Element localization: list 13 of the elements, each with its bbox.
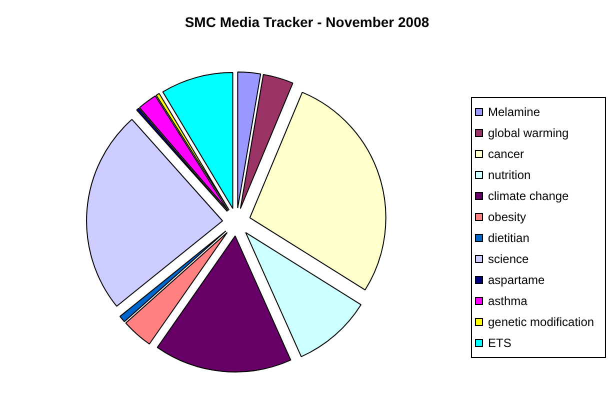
legend-label: climate change: [488, 188, 569, 202]
chart-title: SMC Media Tracker - November 2008: [184, 13, 430, 31]
legend-label: genetic modification: [488, 314, 594, 328]
legend-label: science: [488, 252, 529, 266]
legend-label: obesity: [488, 210, 526, 224]
legend-label: dietitian: [488, 230, 530, 244]
legend-label: cancer: [488, 146, 524, 160]
legend-label: asthma: [488, 294, 528, 308]
legend-label: Melamine: [488, 104, 540, 118]
legend-label: nutrition: [488, 168, 531, 182]
legend-label: ETS: [488, 336, 512, 350]
legend-label: aspartame: [488, 272, 545, 286]
legend-label: global warming: [488, 126, 569, 140]
